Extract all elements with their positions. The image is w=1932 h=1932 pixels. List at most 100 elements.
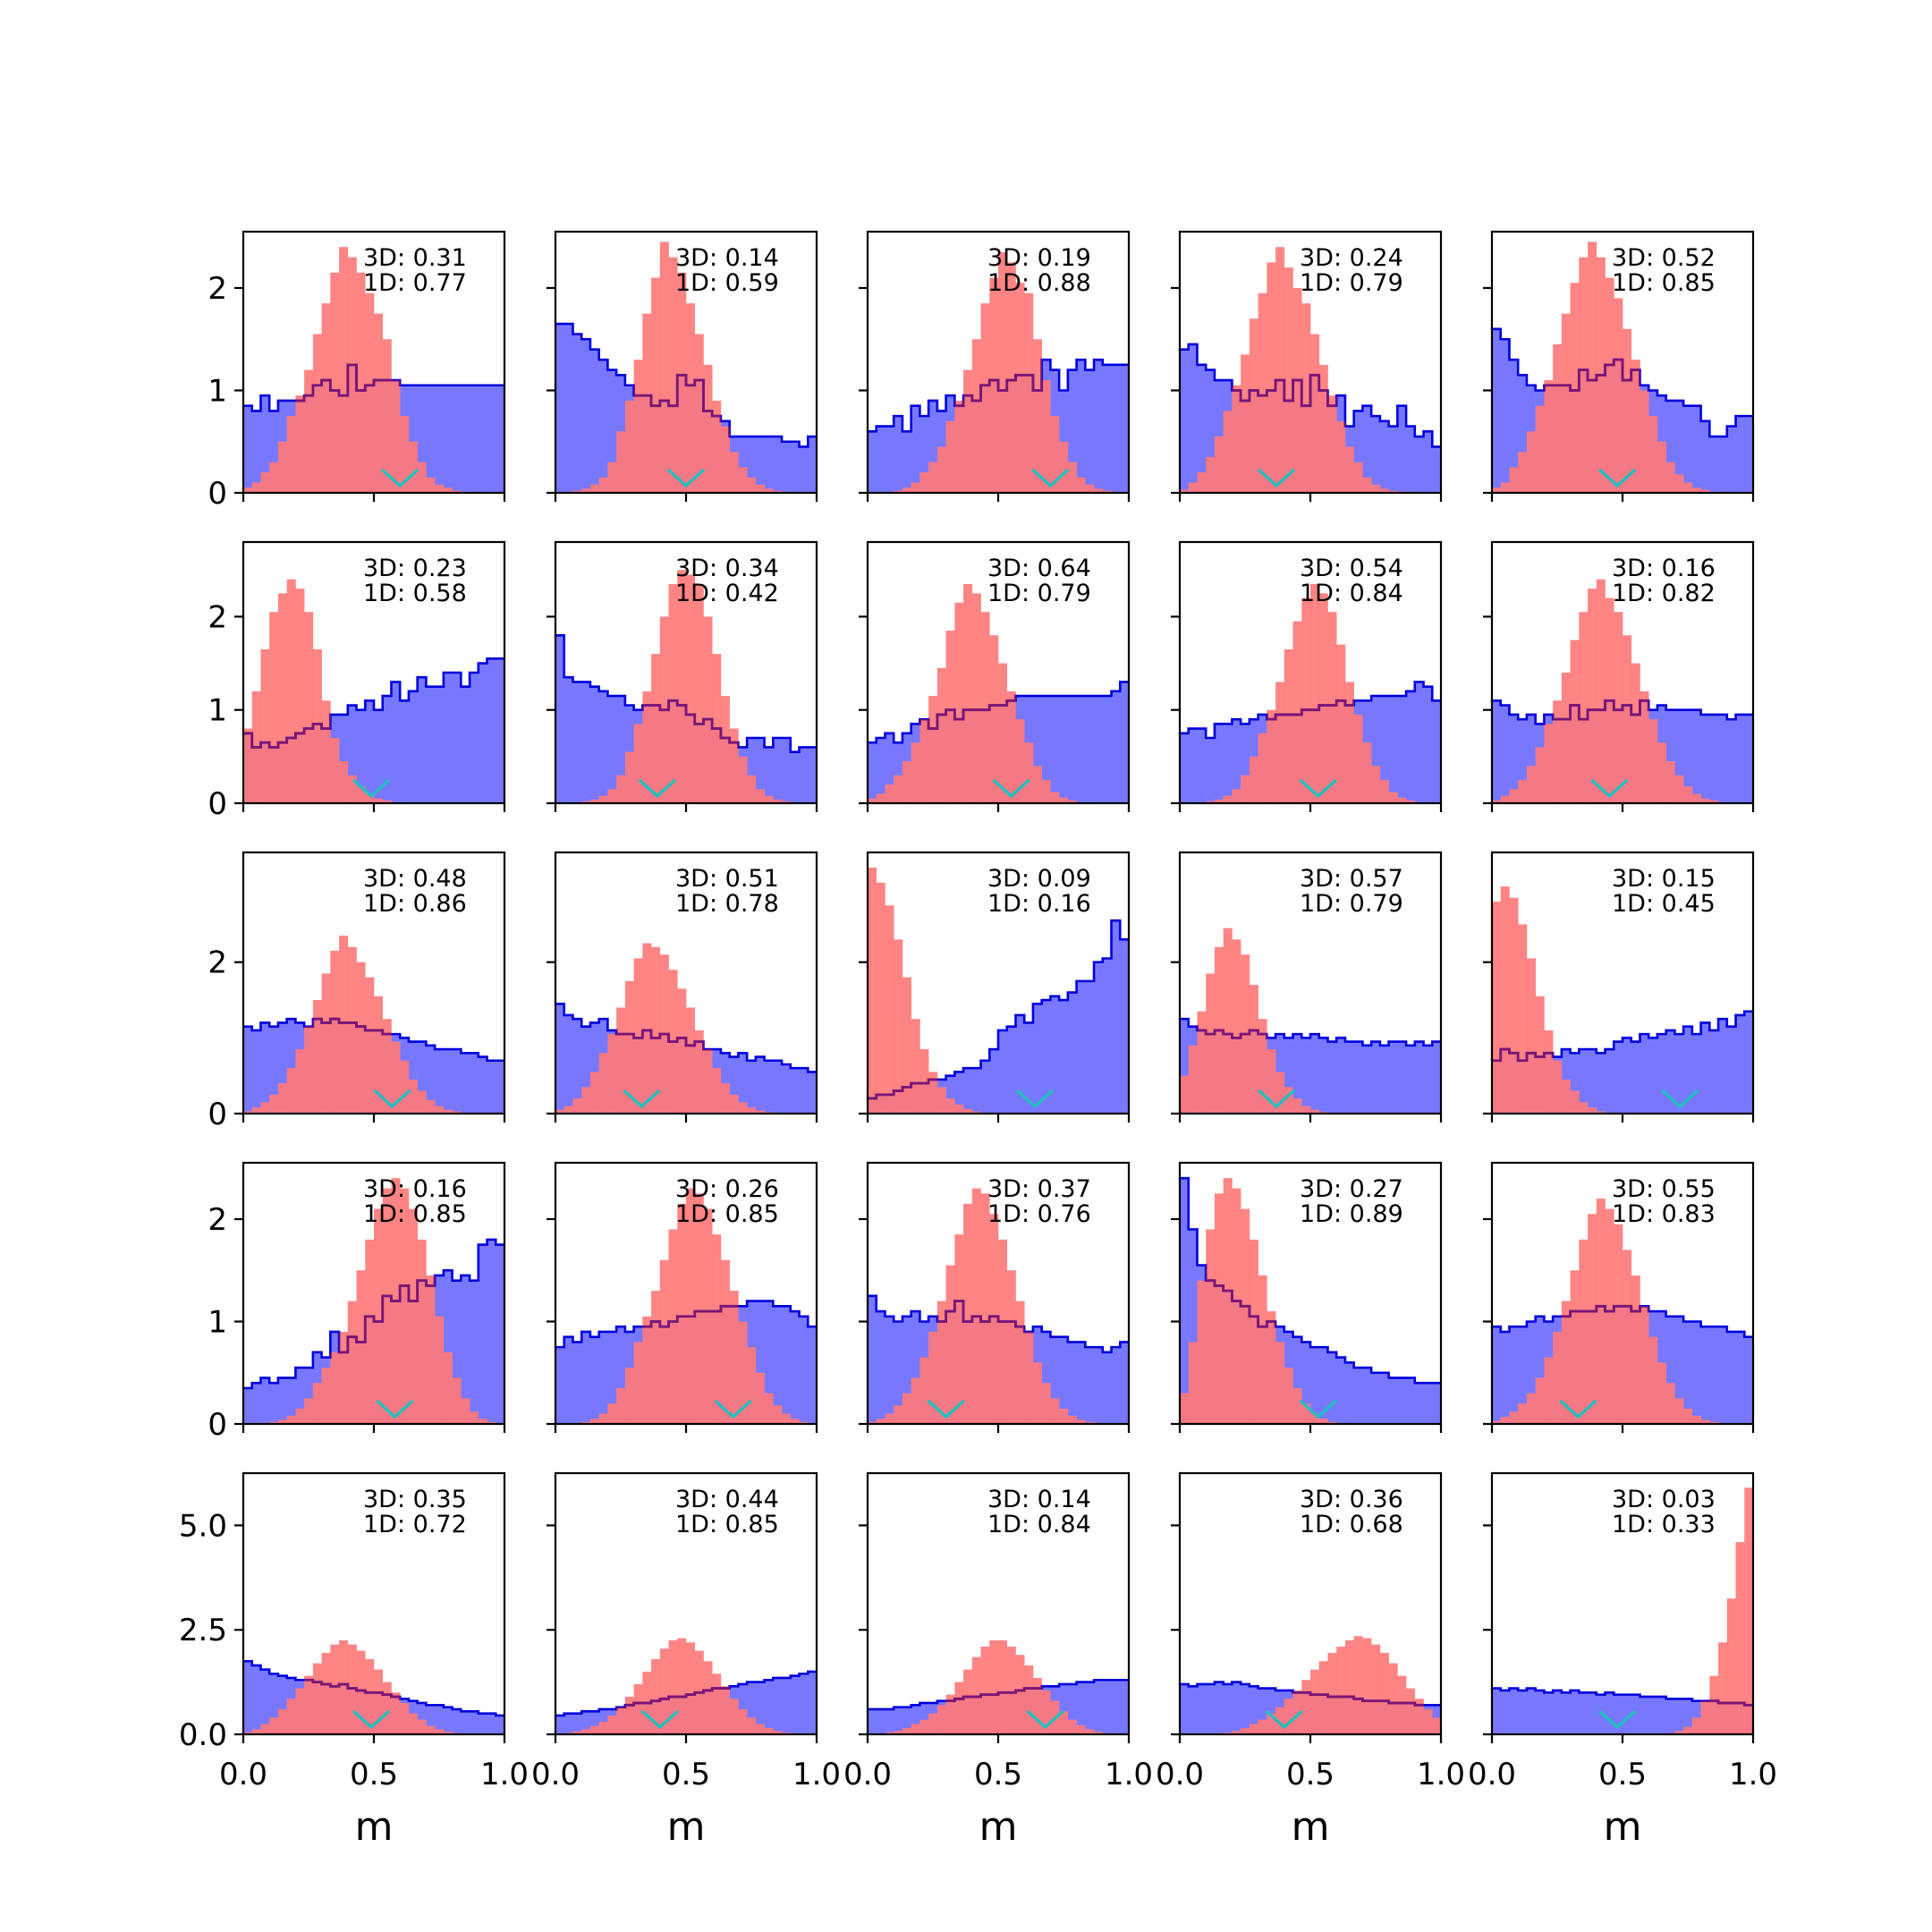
wide-hist-bar [1718,436,1728,493]
narrow-hist-bar [1518,452,1528,493]
overlap-outline [1492,1010,1614,1063]
score-1d-label: 1D: 0.89 [1300,1200,1403,1228]
narrow-hist-bar [894,1405,903,1424]
narrow-hist-bar [738,467,748,493]
narrow-hist-bar [1700,1700,1710,1734]
narrow-hist-bar [919,719,929,803]
wide-hist-bar [755,436,765,493]
overlap-outline [1657,1687,1753,1707]
narrow-hist-bar [694,1193,704,1424]
narrow-hist-bar [659,242,669,493]
narrow-hist-bar [312,1383,322,1424]
narrow-hist-bar [435,1106,445,1114]
narrow-hist-bar [564,1106,573,1114]
wide-hist-bar [347,705,357,803]
narrow-hist-bar [286,1699,296,1734]
wide-hist-bar [260,1669,270,1734]
wide-hist-bar [1102,364,1112,493]
wide-hist-bar [243,405,253,493]
narrow-hist-bar [1709,800,1719,803]
narrow-hist-bar [426,1275,436,1424]
wide-hist-bar [286,1377,296,1424]
narrow-hist-bar [885,905,894,1114]
narrow-hist-bar [616,431,626,493]
wide-hist-bar [782,441,792,493]
wide-hist-bar [1327,1041,1337,1114]
wide-hist-bar [1657,1034,1666,1114]
narrow-hist-bar [555,1109,565,1114]
wide-hist-bar [1406,1045,1416,1114]
wide-hist-bar [564,324,573,493]
narrow-hist-bar [598,1053,608,1114]
narrow-hist-bar [408,1713,418,1734]
narrow-hist-bar [1249,1239,1258,1424]
narrow-hist-bar [400,1060,410,1114]
narrow-hist-bar [277,593,287,803]
wide-hist-bar [1544,1692,1554,1734]
wide-hist-bar [1180,1683,1190,1734]
narrow-hist-bar [945,420,955,493]
wide-hist-bar [1509,1688,1519,1734]
y-tick-label: 2 [208,271,227,307]
narrow-hist-bar [729,1699,739,1734]
wide-hist-bar [461,686,470,803]
wide-hist-bar [304,1368,314,1424]
wide-hist-bar [435,1705,445,1734]
narrow-hist-bar [936,1705,946,1734]
narrow-hist-bar [365,292,375,493]
narrow-hist-bar [607,789,617,803]
wide-hist-bar [478,1244,487,1424]
narrow-hist-bar [1180,489,1190,493]
wide-hist-bar [408,1041,418,1114]
narrow-hist-bar [1327,612,1337,803]
wide-hist-bar [764,1060,774,1114]
score-1d-label: 1D: 0.86 [363,890,467,918]
narrow-hist-bar [1050,416,1060,493]
wide-hist-bar [747,1060,757,1114]
narrow-hist-bar [1665,462,1675,493]
narrow-hist-bar [747,775,757,803]
x-axis-label: m [979,1804,1018,1850]
narrow-hist-bar [365,793,375,803]
narrow-hist-bar [1535,747,1545,803]
wide-hist-bar [738,436,748,493]
wide-hist-bar [1432,700,1442,803]
narrow-hist-bar [1353,1636,1363,1734]
narrow-hist-bar [720,426,730,493]
narrow-hist-bar [720,696,730,803]
wide-hist-bar [452,385,462,493]
narrow-hist-bar [712,1674,722,1734]
narrow-hist-bar [1059,441,1069,493]
wide-hist-bar [435,1049,445,1114]
narrow-hist-bar [989,277,999,493]
narrow-hist-bar [1258,733,1267,803]
wide-hist-bar [572,334,582,493]
narrow-hist-bar [954,1234,964,1424]
narrow-hist-bar [971,339,981,493]
narrow-hist-bar [694,583,704,803]
narrow-hist-bar [1683,482,1693,493]
wide-hist-bar [1726,1026,1736,1114]
wide-hist-bar [487,1060,496,1114]
narrow-hist-bar [487,1421,496,1424]
truth-marker [1590,778,1629,799]
narrow-hist-bar [633,958,643,1114]
wide-hist-bar [598,360,608,493]
narrow-hist-bar [1535,996,1545,1114]
wide-hist-bar [808,436,818,493]
wide-hist-bar [1076,980,1086,1114]
narrow-hist-bar [1691,1717,1701,1734]
wide-hist-bar [894,742,903,803]
wide-hist-bar [1683,1699,1693,1734]
score-3d-label: 3D: 0.37 [987,1175,1091,1203]
wide-hist-bar [1406,426,1416,493]
score-3d-label: 3D: 0.44 [675,1486,779,1513]
narrow-hist-bar [295,395,305,493]
wide-hist-bar [799,446,809,493]
narrow-hist-bar [295,1688,305,1734]
wide-hist-bar [1353,1041,1363,1114]
wide-hist-bar [243,1661,253,1734]
